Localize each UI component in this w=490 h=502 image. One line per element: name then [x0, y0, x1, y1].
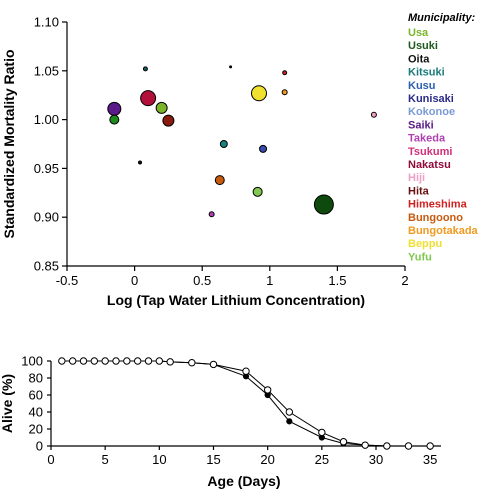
y-axis-title: Standardized Mortality Ratio — [1, 49, 17, 238]
x-tick-label: 20 — [260, 452, 274, 467]
data-point — [229, 65, 233, 69]
x-tick-label: 10 — [152, 452, 166, 467]
data-point — [140, 90, 157, 107]
legend-entry: Kokonoe — [408, 106, 455, 118]
data-point — [281, 89, 288, 96]
open-marker — [68, 357, 77, 365]
legend-entry: Bungotakada — [408, 225, 479, 237]
x-tick-label: 0.5 — [193, 273, 211, 288]
x-tick-label: 1 — [266, 273, 273, 288]
data-point — [219, 140, 228, 148]
legend-title: Municipality: — [408, 12, 476, 24]
legend-entry: Saiki — [408, 119, 434, 131]
open-marker — [144, 357, 153, 365]
data-point — [252, 186, 263, 197]
x-tick-label: 15 — [206, 452, 220, 467]
series-line — [61, 360, 431, 447]
legend-entry: Hita — [408, 185, 430, 197]
legend-entry: Usa — [408, 27, 429, 39]
data-point — [250, 85, 267, 102]
open-marker — [133, 357, 142, 365]
open-marker — [383, 442, 391, 450]
x-tick-label: -0.5 — [56, 273, 78, 288]
open-marker — [123, 357, 131, 365]
data-point — [109, 114, 120, 125]
y-axis-title: Alive (%) — [0, 374, 15, 433]
y-tick-label: 1.00 — [34, 112, 59, 127]
open-marker — [209, 360, 218, 369]
scatter-chart: 0.85 0.90 0.95 1.00 1.05 1.10 -0.5 0 0.5 1 1.5 2 Log… — [1, 12, 479, 308]
data-point — [155, 101, 168, 114]
open-marker — [112, 357, 120, 365]
open-marker — [242, 367, 250, 375]
y-tick-label: 1.10 — [34, 15, 59, 30]
data-point — [208, 211, 215, 218]
y-tick-label: 60 — [29, 388, 43, 403]
x-axis-title: Log (Tap Water Lithium Concentration) — [107, 292, 365, 308]
legend-entry: Himeshima — [408, 199, 468, 211]
open-marker — [155, 357, 164, 365]
legend-entry: Beppu — [408, 238, 442, 250]
y-tick-label: 0.85 — [34, 259, 59, 274]
y-tick-label: 0.95 — [34, 161, 59, 176]
open-marker — [58, 357, 66, 365]
legend-entry: Kusu — [408, 80, 436, 92]
legend-entry: Takeda — [408, 133, 446, 145]
open-marker — [188, 359, 196, 367]
data-point — [370, 111, 377, 118]
legend-entry: Bungoono — [408, 212, 463, 224]
open-marker — [101, 357, 109, 365]
survival-line-chart: 0 20 40 60 80 100 0 5 10 15 20 25 30 35 Age (Days) Aliv… — [0, 354, 441, 489]
x-tick-label: 0 — [47, 452, 54, 467]
data-point — [259, 144, 268, 153]
legend-entry: Tsukumi — [408, 146, 452, 158]
data-point — [107, 101, 122, 116]
x-tick-label: 1.5 — [328, 273, 346, 288]
legend-entry: Nakatsu — [408, 159, 451, 171]
x-tick-label: 5 — [102, 452, 109, 467]
open-marker — [361, 441, 369, 449]
y-tick-label: 80 — [29, 371, 43, 386]
y-tick-label: 100 — [21, 354, 43, 369]
y-tick-label: 1.05 — [34, 63, 59, 78]
open-marker — [426, 442, 434, 450]
x-tick-label: 25 — [315, 452, 329, 467]
x-tick-label: 35 — [423, 452, 437, 467]
y-tick-label: 20 — [29, 422, 43, 437]
data-point — [313, 194, 334, 215]
y-tick-label: 40 — [29, 405, 43, 420]
legend-entry: Hiji — [408, 172, 425, 184]
x-tick-label: 0 — [131, 273, 138, 288]
legend-entry: Oita — [408, 53, 430, 65]
open-marker — [79, 357, 88, 365]
filled-marker — [286, 418, 293, 425]
data-point — [214, 175, 225, 186]
y-tick-label: 0 — [36, 439, 43, 454]
legend-entry: Kitsuki — [408, 67, 445, 79]
data-point — [138, 160, 143, 165]
data-point — [162, 114, 175, 127]
y-tick-label: 0.90 — [34, 210, 59, 225]
data-point — [282, 70, 288, 76]
x-tick-label: 2 — [401, 273, 408, 288]
open-marker — [339, 438, 348, 446]
x-axis-title: Age (Days) — [207, 473, 280, 489]
open-marker — [404, 442, 413, 450]
x-tick-label: 30 — [369, 452, 383, 467]
legend-entry: Usuki — [408, 40, 438, 52]
legend-entry: Yufu — [408, 251, 432, 263]
open-marker — [90, 357, 99, 365]
legend-entry: Kunisaki — [408, 93, 454, 105]
open-marker — [318, 428, 326, 437]
open-marker — [263, 386, 272, 394]
open-marker — [166, 358, 174, 366]
data-point — [142, 66, 148, 72]
open-marker — [285, 408, 294, 416]
